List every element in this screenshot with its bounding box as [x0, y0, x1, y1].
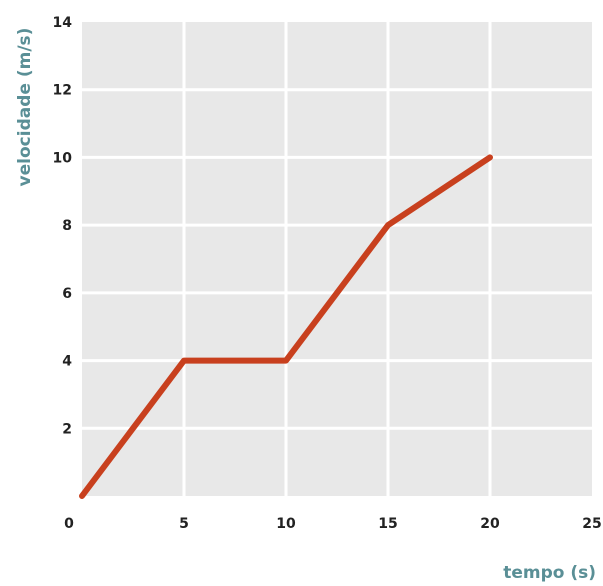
x-tick-label: 20: [480, 516, 500, 532]
x-tick-labels: 0 5 10 15 20 25: [64, 516, 602, 532]
y-tick-labels: 2 4 6 8 10 12 14: [53, 15, 73, 437]
y-tick-label: 4: [62, 354, 72, 370]
x-tick-label: 10: [276, 516, 296, 532]
plot-area: [82, 22, 592, 496]
x-tick-label: 25: [582, 516, 601, 532]
y-tick-label: 10: [53, 150, 73, 166]
x-tick-label: 15: [378, 516, 397, 532]
x-tick-label: 5: [179, 516, 189, 532]
data-point: [285, 359, 288, 362]
data-point: [81, 495, 84, 498]
y-tick-label: 14: [53, 15, 73, 31]
y-tick-label: 2: [62, 421, 72, 437]
y-tick-label: 8: [62, 218, 72, 234]
data-point: [183, 359, 186, 362]
y-tick-label: 6: [62, 286, 72, 302]
data-point: [387, 224, 390, 227]
y-tick-label: 12: [53, 83, 72, 99]
data-point: [489, 156, 492, 159]
y-axis-title: velocidade (m/s): [15, 28, 35, 187]
x-axis-title: tempo (s): [503, 563, 596, 583]
x-tick-label: 0: [64, 516, 74, 532]
